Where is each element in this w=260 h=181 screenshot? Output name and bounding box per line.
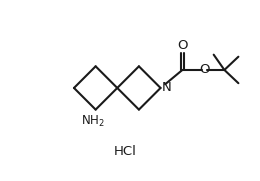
Text: NH$_2$: NH$_2$ bbox=[81, 113, 105, 129]
Text: O: O bbox=[199, 64, 209, 76]
Text: HCl: HCl bbox=[113, 145, 136, 158]
Text: N: N bbox=[162, 81, 172, 94]
Text: O: O bbox=[177, 39, 188, 52]
